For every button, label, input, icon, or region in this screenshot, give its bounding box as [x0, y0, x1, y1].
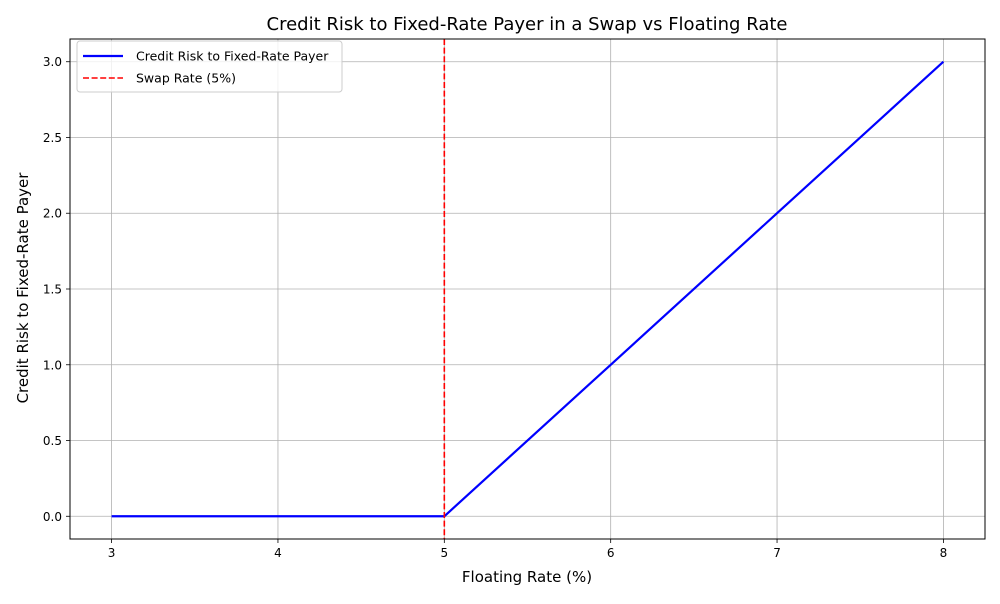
y-tick-label-2: 1.0 [43, 358, 62, 372]
legend-label-swap-rate: Swap Rate (5%) [136, 71, 236, 86]
y-axis-label: Credit Risk to Fixed-Rate Payer [14, 172, 32, 404]
x-axis-label: Floating Rate (%) [462, 568, 592, 586]
y-tick-label-4: 2.0 [43, 207, 62, 221]
x-tick-label-1: 4 [274, 546, 282, 560]
series-line-credit-risk [111, 60, 945, 518]
axis-ticks: 3 4 5 6 7 8 0.0 0.5 1.0 1.5 2.0 2.5 3.0 [43, 55, 947, 560]
legend-label-credit-risk: Credit Risk to Fixed-Rate Payer [136, 49, 329, 64]
x-tick-label-5: 8 [940, 546, 948, 560]
y-tick-label-6: 3.0 [43, 55, 62, 69]
y-tick-label-1: 0.5 [43, 434, 62, 448]
x-tick-label-0: 3 [108, 546, 116, 560]
chart-title: Credit Risk to Fixed-Rate Payer in a Swa… [267, 14, 788, 35]
y-tick-label-5: 2.5 [43, 131, 62, 145]
legend: Credit Risk to Fixed-Rate Payer Swap Rat… [76, 40, 343, 93]
x-tick-label-3: 6 [607, 546, 615, 560]
plot-data [111, 39, 945, 539]
x-tick-label-4: 7 [773, 546, 781, 560]
legend-box [76, 40, 343, 93]
y-tick-label-0: 0.0 [43, 510, 62, 524]
x-tick-label-2: 5 [440, 546, 448, 560]
y-tick-label-3: 1.5 [43, 283, 62, 297]
